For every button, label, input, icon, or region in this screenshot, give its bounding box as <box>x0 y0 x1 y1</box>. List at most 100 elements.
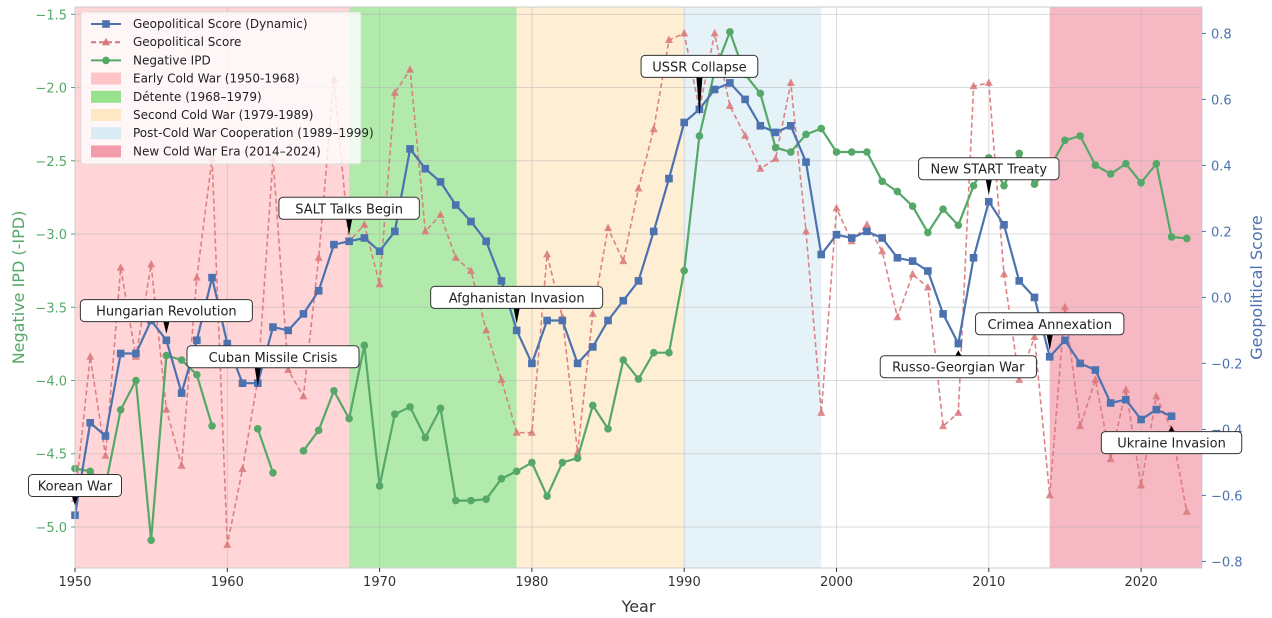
series-2-point-24 <box>436 404 445 413</box>
series-1-point-2 <box>101 451 110 459</box>
y-right-tick-label-7: 0.6 <box>1211 93 1232 108</box>
series-2-point-27 <box>482 495 491 503</box>
series-0-point-7 <box>177 389 186 397</box>
period-band-4 <box>1049 7 1202 568</box>
legend-entry-0: Geopolitical Score (Dynamic) <box>91 17 308 31</box>
series-0-point-62 <box>1015 277 1024 285</box>
annotation-1-arrow <box>163 321 170 334</box>
legend: Geopolitical Score (Dynamic) Geopolitical… <box>80 11 374 165</box>
annotation-7-label: Russo-Georgian War <box>892 361 1025 376</box>
series-1-point-45 <box>756 164 765 172</box>
y-left-tick-label-1: −4.5 <box>35 448 67 463</box>
series-1-point-5 <box>147 259 156 268</box>
legend-entry-1: Geopolitical Score <box>91 35 241 49</box>
series-0-point-25 <box>451 201 460 209</box>
legend-label-7: New Cold War Era (2014–2024) <box>133 144 321 158</box>
series-1-point-30 <box>527 428 536 436</box>
series-1-point-7 <box>177 461 186 469</box>
series-2-point-65 <box>1061 136 1069 145</box>
series-0-point-48 <box>802 158 810 166</box>
series-2-point-31 <box>543 492 551 501</box>
annotation-6-box <box>918 157 1060 181</box>
series-1-point-20 <box>375 279 384 288</box>
series-1-point-58 <box>954 408 963 416</box>
y-left-tick-label-0: −5.0 <box>35 521 67 536</box>
annotation-6-label: New START Treaty <box>930 163 1047 178</box>
series-2-point-73 <box>1182 234 1191 243</box>
annotation-6: New START Treaty <box>918 157 1060 196</box>
legend-entry-6: Post-Cold War Cooperation (1989–1999) <box>91 126 374 140</box>
series-2-point-63 <box>1030 180 1039 189</box>
series-0-point-6 <box>162 336 171 345</box>
series-1-point-42 <box>710 28 719 37</box>
series-0-point-16 <box>314 287 323 295</box>
series-2-point-22 <box>406 403 414 411</box>
annotation-6-arrow <box>985 179 992 196</box>
series-1-point-48 <box>802 226 811 235</box>
series-1-point-44 <box>741 131 750 139</box>
series-0-point-10 <box>223 339 232 348</box>
series-2-point-8 <box>193 370 201 379</box>
series-1-point-53 <box>878 246 887 255</box>
series-2-point-49 <box>817 124 826 133</box>
x-tick-label-0: 1950 <box>58 575 91 590</box>
series-0-point-21 <box>391 227 399 236</box>
series-2-point-66 <box>1076 132 1084 140</box>
series-0-point-3 <box>116 349 125 358</box>
series-2-point-50 <box>832 148 841 156</box>
annotations: Korean War Hungarian Revolution Cuban Miss… <box>28 54 1243 506</box>
annotation-9-arrow <box>1168 426 1175 432</box>
series-1-point-70 <box>1137 481 1146 489</box>
series-1-point-35 <box>604 223 613 232</box>
series-0-point-49 <box>817 250 826 259</box>
y-right-tick-label-6: 0.4 <box>1211 159 1232 174</box>
series-1-point-39 <box>664 35 673 43</box>
series-2-point-4 <box>132 376 140 385</box>
series-1-point-6 <box>162 405 171 413</box>
series-1-point-1 <box>86 352 95 360</box>
y-left-tick-label-7: −1.5 <box>35 8 67 23</box>
annotation-8: Crimea Annexation <box>975 312 1125 351</box>
series-2-point-53 <box>878 177 886 186</box>
series-0-point-56 <box>924 267 932 275</box>
series-2-point-72 <box>1167 233 1176 241</box>
x-tick-label-3: 1980 <box>515 575 548 590</box>
series-0-point-60 <box>984 197 993 206</box>
series-2-point-38 <box>649 348 658 357</box>
series-0-point-23 <box>421 164 430 173</box>
y-left-tick-label-3: −3.5 <box>35 301 67 316</box>
series-0-point-47 <box>786 122 795 130</box>
series-2-point-36 <box>619 356 628 364</box>
series-1-point-19 <box>360 220 369 228</box>
series-0-point-15 <box>299 310 308 318</box>
series-2-point-62 <box>1015 149 1024 158</box>
x-tick-label-6: 2010 <box>972 575 1005 590</box>
annotation-5-label: USSR Collapse <box>652 60 746 75</box>
series-1-point-40 <box>680 28 689 37</box>
legend-label-0: Geopolitical Score (Dynamic) <box>133 17 308 31</box>
series-2-point-67 <box>1091 161 1100 169</box>
annotation-1-box <box>79 299 253 323</box>
series-2-point-32 <box>558 458 567 467</box>
series-1-point-63 <box>1030 332 1039 340</box>
series-2-point-19 <box>360 341 369 350</box>
series-1-point-31 <box>543 250 552 258</box>
series-1-point-59 <box>969 81 978 90</box>
series-0-point-2 <box>101 432 110 440</box>
series-2-point-5 <box>147 536 155 544</box>
annotation-2-label: Cuban Missile Crisis <box>209 351 338 366</box>
annotation-9-box <box>1100 431 1243 455</box>
series-2-point-18 <box>345 414 353 423</box>
series-2-point-23 <box>421 433 430 442</box>
y-right-tick-label-8: 0.8 <box>1211 27 1232 42</box>
series-2-point-56 <box>924 228 932 237</box>
series-0-point-64 <box>1045 353 1054 361</box>
series-2-point-71 <box>1152 159 1161 168</box>
series-0-point-67 <box>1091 366 1100 374</box>
annotation-2-arrow <box>254 367 261 387</box>
series-0-point-55 <box>908 257 917 265</box>
series-0-point-18 <box>345 237 353 246</box>
series-1-point-49 <box>817 408 826 416</box>
x-tick-label-7: 2020 <box>1125 575 1158 590</box>
series-0-point-8 <box>193 336 201 345</box>
